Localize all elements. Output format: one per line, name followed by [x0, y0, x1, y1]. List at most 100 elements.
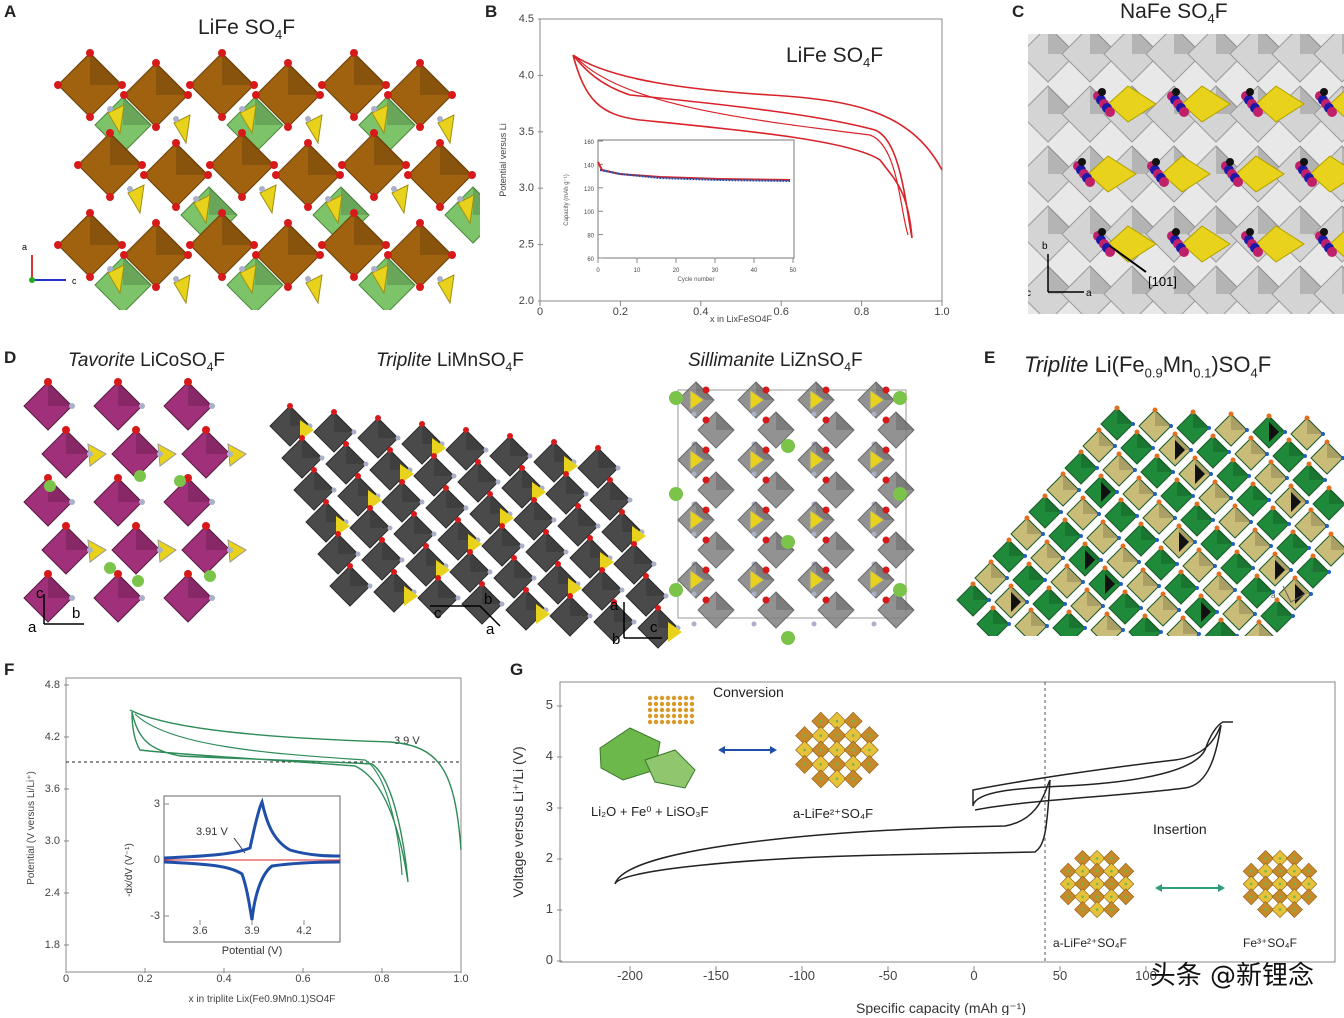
svg-text:c: c: [434, 605, 442, 622]
g-ytick-0: 5: [546, 697, 553, 712]
b-inset-xtick-2: 20: [673, 268, 680, 274]
g-voltage-curve: [614, 721, 1233, 885]
g-xtick-4: 0: [970, 968, 977, 983]
f-xtick-5: 1.0: [453, 973, 468, 985]
b-ytick-2: 3.5: [519, 126, 534, 138]
b-ytick-1: 4.0: [519, 69, 534, 81]
b-ytick-0: 4.5: [519, 13, 534, 25]
panel-b-title: LiFe SO4F: [786, 44, 884, 71]
axis-c-label: c: [72, 276, 77, 286]
svg-text:b: b: [1042, 241, 1048, 252]
svg-text:a: a: [1271, 591, 1276, 600]
c-arrow: [1109, 245, 1147, 273]
f-ytick-5: 1.8: [45, 939, 60, 951]
b-inset-xtick-5: 50: [790, 268, 797, 274]
b-cv-curve-2: [575, 56, 909, 236]
panel-d-structures: c a b b c a a b c: [23, 378, 915, 649]
f-ytick-0: 4.8: [45, 679, 60, 691]
panel-a-structure: a c: [22, 49, 480, 310]
f-inset-annotation: 3.91 V: [196, 826, 228, 838]
panel-label-d: D: [4, 348, 17, 367]
g-xtick-0: -200: [617, 968, 643, 983]
panel-b-xlabel: x in LixFeSO4F: [710, 314, 773, 324]
panel-b-chart: 4.5 4.0 3.5 3.0 2.5 2.0 0 0.2 0.4 0.6 0.8 1.0 Pote…: [498, 13, 950, 324]
panel-g-chart: 5 4 3 2 1 0 -200 -150 -100 -50 0 50 100 Voltage ver…: [510, 681, 1336, 1015]
d2-axes: b c a: [430, 591, 501, 638]
b-cv-curve-1: [572, 54, 943, 239]
f-inset-ytick-0: 3: [154, 798, 160, 810]
g-xtick-3: -50: [879, 968, 898, 983]
panel-d-title-1: Tavorite LiCoSO4F: [68, 350, 225, 374]
b-xtick-0: 0: [537, 306, 543, 318]
g-conversion-label: Conversion: [713, 684, 784, 700]
panel-c-title: NaFe SO4F: [1120, 0, 1228, 27]
panel-label-c: C: [1012, 2, 1025, 21]
panel-g-xlabel: Specific capacity (mAh g⁻¹): [856, 1000, 1026, 1015]
b-inset-xtick-4: 40: [751, 268, 758, 274]
g-label-ins-left: a-LiFe²⁺SO₄F: [1053, 936, 1127, 950]
f-curve-1: [131, 711, 409, 883]
g-ytick-2: 3: [546, 799, 553, 814]
f-annotation: 3.9 V: [394, 735, 420, 747]
b-ytick-4: 2.5: [519, 239, 534, 251]
f-ytick-3: 3.0: [45, 835, 60, 847]
g-ytick-3: 2: [546, 850, 553, 865]
b-inset-series-blue: [599, 169, 791, 182]
svg-text:b: b: [72, 605, 80, 622]
b-xtick-2: 0.4: [693, 306, 708, 318]
svg-text:a: a: [610, 597, 619, 614]
g-insertion-label: Insertion: [1153, 821, 1207, 837]
f-xtick-2: 0.4: [216, 973, 231, 985]
axes-indicator: a c: [22, 242, 77, 286]
g-conv-cluster-left: [599, 695, 696, 789]
f-inset-xlabel: Potential (V): [222, 945, 283, 957]
svg-text:c: c: [1028, 288, 1031, 299]
b-xtick-3: 0.6: [774, 306, 789, 318]
b-inset-xtick-3: 30: [712, 268, 719, 274]
g-label-conv-left: Li₂O + Fe⁰ + LiSO₃F: [591, 804, 708, 819]
g-ytick-5: 0: [546, 952, 553, 967]
svg-text:c: c: [36, 585, 44, 602]
b-inset-ytick-0: 160: [584, 140, 595, 146]
watermark: 头条 @新锂念: [1149, 961, 1314, 991]
b-ytick-3: 3.0: [519, 182, 534, 194]
f-xtick-0: 0: [63, 973, 69, 985]
b-inset-xtick-0: 0: [596, 268, 600, 274]
b-ytick-5: 2.0: [519, 295, 534, 307]
svg-text:a: a: [28, 619, 37, 636]
panel-label-g: G: [510, 660, 524, 679]
g-ytick-4: 1: [546, 901, 553, 916]
panel-e-structure: c a: [956, 405, 1344, 636]
f-xtick-3: 0.6: [295, 973, 310, 985]
f-ytick-1: 4.2: [45, 731, 60, 743]
b-inset-xlabel: Cycle number: [677, 277, 714, 283]
d1-axes: c a b: [28, 585, 84, 636]
f-xtick-1: 0.2: [137, 973, 152, 985]
svg-text:c: c: [650, 619, 658, 636]
b-inset-ytick-5: 60: [587, 257, 594, 263]
panel-f-ylabel: Potential (V versus Li/Li⁺): [26, 771, 37, 885]
f-inset-xtick-0: 3.6: [192, 925, 207, 937]
panel-label-a: A: [4, 2, 17, 21]
c-annotation: [101]: [1148, 274, 1177, 289]
panel-d-title-3: Sillimanite LiZnSO4F: [688, 350, 863, 374]
g-xtick-1: -150: [703, 968, 729, 983]
e-axes: c a: [1271, 565, 1315, 603]
f-inset-xtick-1: 3.9: [244, 925, 259, 937]
svg-text:b: b: [484, 591, 492, 608]
g-xtick-5: 50: [1053, 968, 1067, 983]
f-ytick-4: 2.4: [45, 887, 60, 899]
f-xtick-4: 0.8: [374, 973, 389, 985]
svg-text:a: a: [1086, 288, 1092, 299]
f-curve-outer: [129, 709, 462, 851]
b-inset-ylabel: Capacity (mAh g⁻¹): [564, 174, 570, 226]
b-inset-ytick-2: 120: [584, 187, 595, 193]
panel-e-title: Triplite Li(Fe0.9Mn0.1)SO4F: [1024, 352, 1272, 381]
f-curve-2: [134, 713, 403, 876]
g-label-conv-right: a-LiFe²⁺SO₄F: [793, 806, 873, 821]
svg-text:c: c: [1311, 565, 1315, 574]
panel-label-e: E: [984, 348, 996, 367]
panel-label-b: B: [485, 2, 498, 21]
panel-d-title-2: Triplite LiMnSO4F: [376, 350, 524, 374]
panel-f-chart: 4.8 4.2 3.6 3.0 2.4 1.8 0 0.2 0.4 0.6 0.8 1.0 Pote…: [26, 677, 469, 1005]
